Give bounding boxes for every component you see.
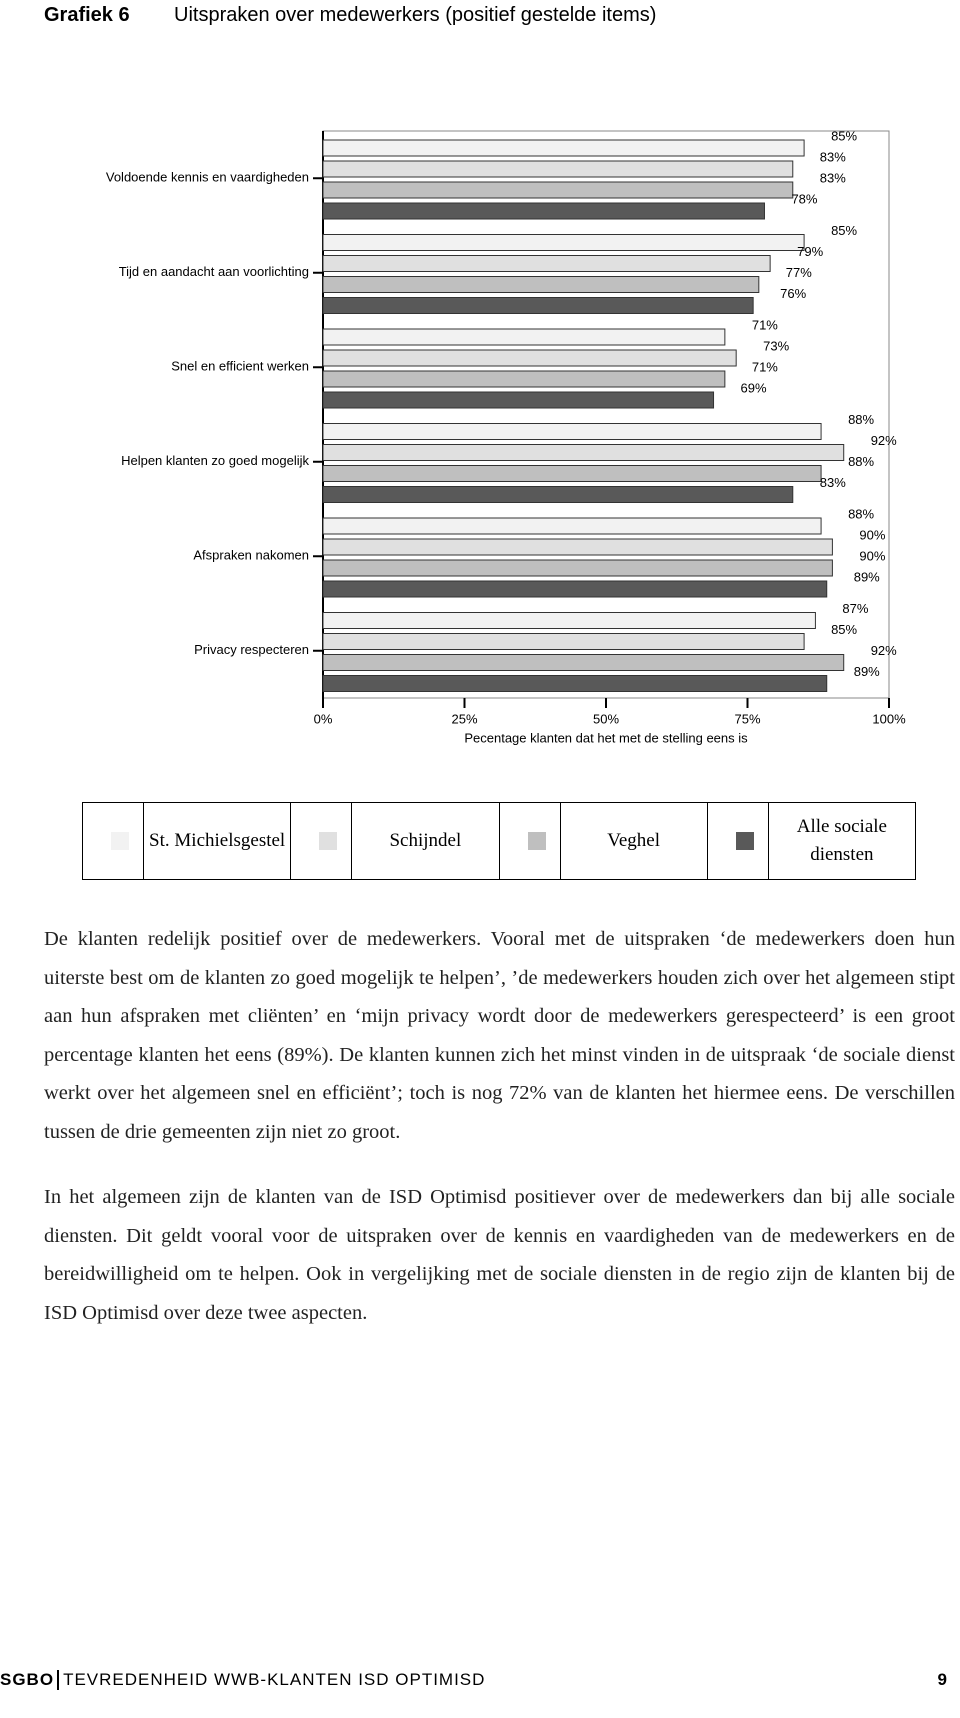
x-tick-label: 0% [314,711,333,726]
value-label: 85% [831,622,857,637]
bar [322,297,754,314]
paragraph: In het algemeen zijn de klanten van de I… [44,1186,955,1324]
x-tick-label: 50% [593,711,619,726]
value-label: 69% [741,380,767,395]
bar [322,255,771,272]
value-label: 89% [854,664,880,679]
x-tick-label: 25% [451,711,477,726]
bar [322,160,794,178]
bar [322,349,737,367]
value-label: 76% [780,286,806,301]
footer-org: SGBO [0,1670,60,1690]
legend-item: Schijndel [291,803,500,879]
value-label: 88% [848,506,874,521]
footer: SGBO TEVREDENHEID WWB-KLANTEN ISD OPTIMIS… [0,1670,948,1690]
header-title: Uitspraken over medewerkers (positief ge… [174,4,657,26]
bar [322,486,794,503]
y-tick-label: Afspraken nakomen [193,548,309,563]
bar [322,633,805,650]
header: Grafiek 6 Uitspraken over medewerkers (po… [44,4,656,27]
legend-label: St. Michielsgestel [143,803,290,879]
bar [322,612,816,629]
legend-item: Alle sociale diensten [708,803,915,879]
bar [322,580,828,598]
value-label: 89% [854,569,880,584]
bar [322,675,828,692]
value-label: 85% [831,128,857,143]
chart: 0% 25% 50% 75% 100% Pecentage klanten dat het… [106,128,906,745]
y-tick-label: Voldoende kennis en vaardigheden [106,170,309,185]
bar [322,391,715,409]
y-tick-label: Snel en efficient werken [171,359,309,374]
bar [322,465,822,482]
legend-swatch [527,832,546,850]
x-tick-label: 100% [872,711,906,726]
value-label: 90% [859,548,885,563]
legend-swatch [319,832,338,850]
header-label: Grafiek 6 [44,4,130,26]
value-label: 77% [786,265,812,280]
legend-label: Alle sociale diensten [767,803,915,879]
value-label: 71% [752,359,778,374]
value-label: 78% [791,191,817,206]
y-tick-label: Helpen klanten zo goed mogelijk [121,453,309,468]
legend-label: Veghel [559,803,707,879]
legend-item: Veghel [500,803,708,879]
value-label: 83% [820,170,846,185]
bar [322,328,726,346]
value-label: 73% [763,338,789,353]
bar [322,139,805,157]
x-tick-label: 75% [734,711,760,726]
bar [322,538,833,556]
bar [322,444,845,461]
body-text: De klanten redelijk positief over de med… [44,920,955,1359]
legend-swatch [111,832,129,850]
value-label: 88% [848,454,874,469]
bar [322,370,726,388]
value-label: 88% [848,412,874,427]
paragraph: De klanten redelijk positief over de med… [44,928,955,1143]
value-label: 87% [842,601,868,616]
x-axis-label: Pecentage klanten dat het met de stellin… [464,730,748,745]
legend-swatch [735,832,754,850]
value-label: 92% [871,643,897,658]
y-tick-label: Privacy respecteren [194,642,309,657]
bar [322,559,833,577]
legend-label: Schijndel [351,803,498,879]
bar [322,654,845,671]
footer-title: TEVREDENHEID WWB-KLANTEN ISD OPTIMISD [63,1670,486,1689]
bar [322,276,760,293]
legend-item: St. Michielsgestel [83,803,292,879]
bar [322,423,822,440]
page-number: 9 [937,1670,948,1689]
value-label: 90% [859,527,885,542]
y-tick-label: Tijd en aandacht aan voorlichting [119,264,309,279]
value-label: 83% [820,149,846,164]
value-label: 71% [752,317,778,332]
value-label: 92% [871,433,897,448]
value-label: 85% [831,223,857,238]
bar [322,181,794,199]
bar [322,202,765,220]
legend: St. Michielsgestel Schijndel Veghel Alle so… [82,802,916,880]
bar [322,517,822,535]
value-label: 79% [797,244,823,259]
bar [322,234,805,251]
value-label: 83% [820,475,846,490]
